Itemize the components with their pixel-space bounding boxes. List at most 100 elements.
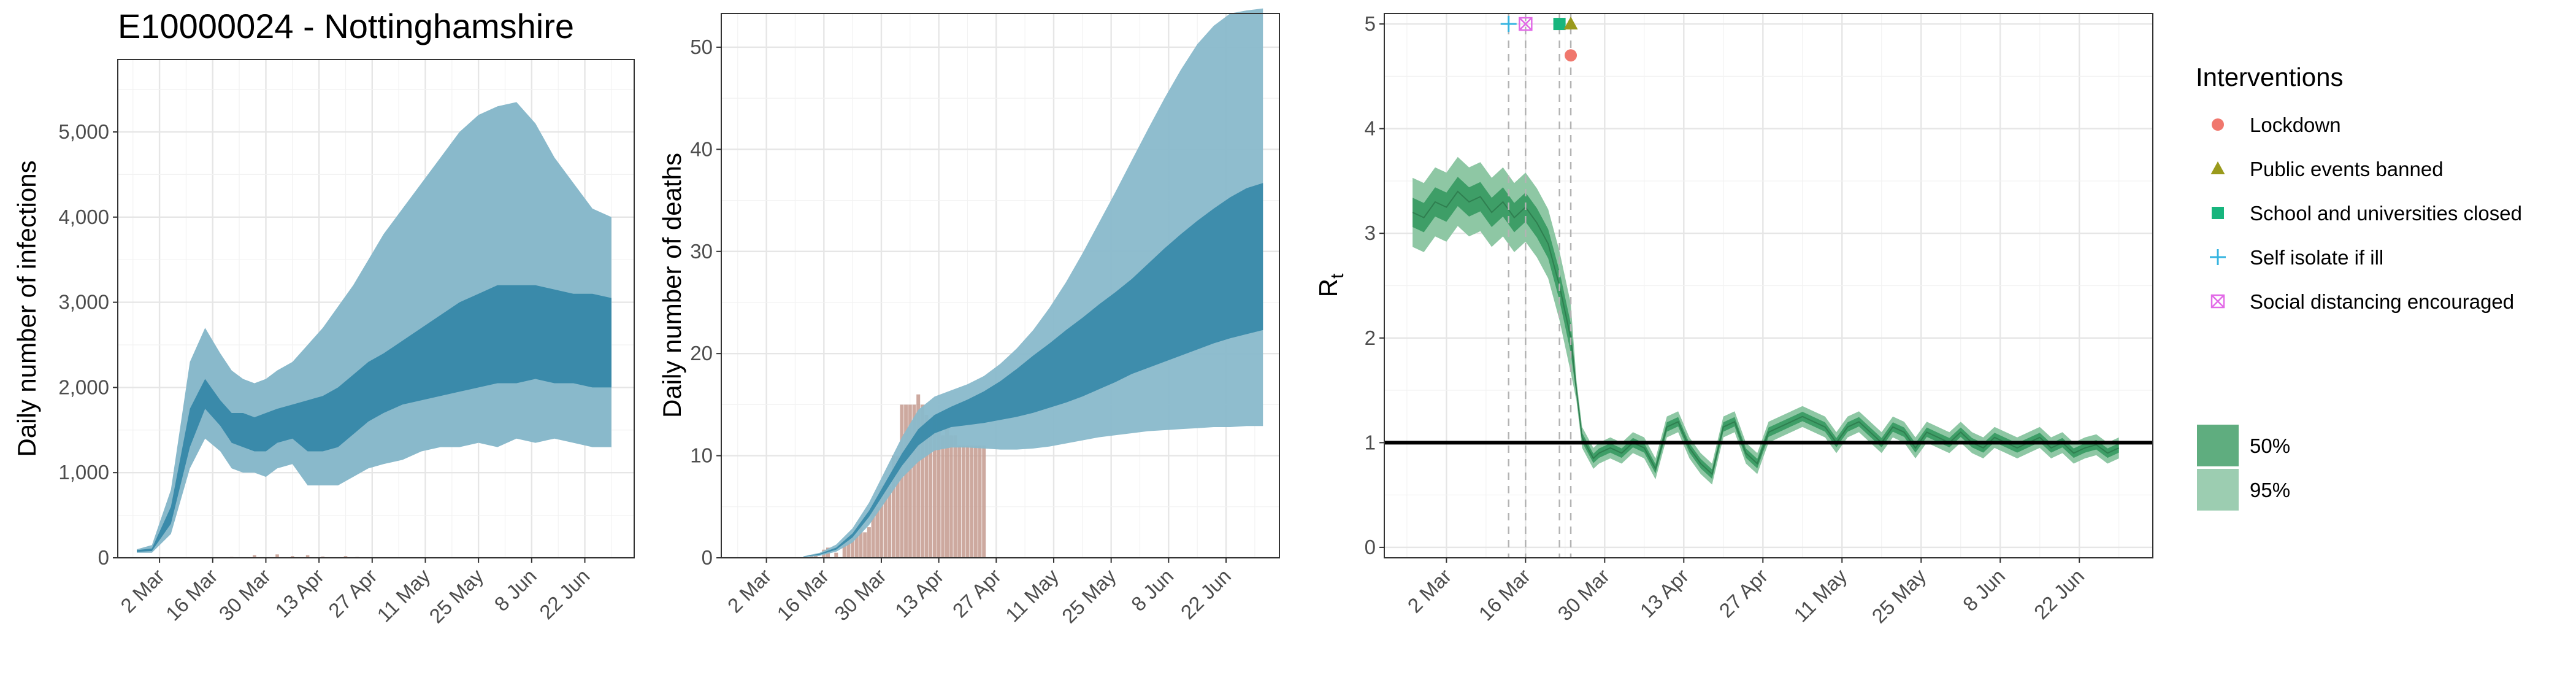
legend-item-label: Social distancing encouraged [2250,290,2514,313]
deaths-observed-bar [887,486,892,558]
y-tick-label: 1 [1365,431,1376,453]
y-tick-label: 30 [690,240,713,263]
legend-ci-label: 95% [2250,479,2290,501]
infections-observed-bar [253,555,256,558]
deaths-observed-bar [883,486,887,558]
legend-marker [2210,161,2225,174]
y-tick-label: 2 [1365,326,1376,349]
y-tick-label: 5,000 [58,120,109,143]
deaths-observed-bar [916,394,921,558]
legend-item-label: Self isolate if ill [2250,246,2383,269]
intervention-marker [1519,17,1533,31]
deaths-observed-bar [937,415,941,558]
deaths-observed-bar [854,535,859,558]
y-tick-label: 4,000 [58,206,109,228]
deaths-observed-bar [961,445,965,558]
deaths-observed-bar [895,455,900,558]
deaths-observed-bar [871,506,875,558]
rt-ci50-band [1413,177,2119,479]
deaths-observed-bar [978,445,982,558]
legend-marker [2212,207,2224,219]
deaths-observed-bar [908,404,912,558]
y-tick-label: 3 [1365,222,1376,244]
legend-ci-swatch [2197,425,2239,466]
legend-item-label: Lockdown [2250,114,2341,136]
deaths-observed-bar [842,542,846,558]
legend-title: Interventions [2196,63,2343,91]
y-tick-label: 0 [1365,536,1376,558]
deaths-observed-bar [879,486,883,558]
deaths-observed-bar [924,415,929,558]
deaths-observed-bar [957,445,962,558]
legend-marker [2210,294,2225,309]
infections-observed-bar [275,554,279,558]
deaths-observed-bar [813,555,818,558]
deaths-observed-bar [867,527,871,558]
y-tick-label: 4 [1365,117,1376,140]
deaths-observed-bar [904,404,908,558]
y-tick-label: 0 [98,546,109,569]
y-tick-label: 10 [690,444,713,467]
deaths-ci95-band [803,8,1263,558]
infections-ci50-band [137,285,611,552]
deaths-observed-bar [970,445,974,558]
infections-ylabel: Daily number of infections [12,160,41,457]
intervention-marker [1563,17,1578,30]
infections-observed-bar [305,555,310,558]
legend-marker [2212,118,2224,131]
legend-ci-label: 50% [2250,434,2290,457]
rt-median-line [1412,190,2120,476]
intervention-marker [1500,16,1517,33]
deaths-observed-bar [920,404,924,558]
rt-ylabel: Rt [1314,273,1347,297]
panel-infections-border [117,59,635,558]
deaths-observed-bar [949,435,953,558]
y-tick-label: 5 [1365,12,1376,35]
deaths-observed-bar [846,539,851,558]
legend-item-label: School and universities closed [2250,202,2522,225]
intervention-marker [1565,49,1577,62]
deaths-ci50-band [803,183,1263,557]
y-tick-label: 20 [690,342,713,365]
legend-item-label: Public events banned [2250,158,2444,180]
deaths-observed-bar [945,425,949,558]
intervention-marker [1553,18,1566,31]
deaths-observed-bar [912,404,916,558]
y-tick-label: 1,000 [58,461,109,484]
deaths-observed-bar [834,552,838,558]
deaths-observed-bar [863,532,867,558]
plot-title: E10000024 - Nottinghamshire [118,7,574,45]
deaths-observed-bar [929,435,933,558]
deaths-observed-bar [941,435,945,558]
deaths-observed-bar [965,445,970,558]
legend-marker [2210,249,2226,265]
deaths-observed-bar [875,506,880,558]
deaths-observed-bar [892,455,895,558]
y-tick-label: 3,000 [58,291,109,314]
rt-ylabel-subscript: t [1327,273,1347,279]
panel-rt-border [1384,13,2153,558]
deaths-ylabel: Daily number of deaths [657,153,686,418]
deaths-observed-bar [932,415,937,558]
deaths-observed-bar [953,435,957,558]
infections-observed-bar [291,556,294,558]
infections-observed-bar [343,556,348,558]
deaths-observed-bar [900,404,904,558]
legend: Interventions Lockdown Public events bann… [2196,63,2522,511]
deaths-observed-bar [851,537,855,558]
deaths-observed-bar [859,527,863,558]
legend-ci-swatch [2197,469,2239,511]
panel-deaths-border [721,13,1280,558]
y-tick-label: 2,000 [58,376,109,398]
infections-observed-bar [321,556,325,558]
deaths-observed-bar [982,445,986,558]
y-tick-label: 0 [702,546,713,569]
y-tick-label: 40 [690,137,713,160]
y-tick-label: 50 [690,36,713,58]
deaths-observed-bar [973,445,978,558]
rt-ylabel-main: R [1314,279,1343,297]
